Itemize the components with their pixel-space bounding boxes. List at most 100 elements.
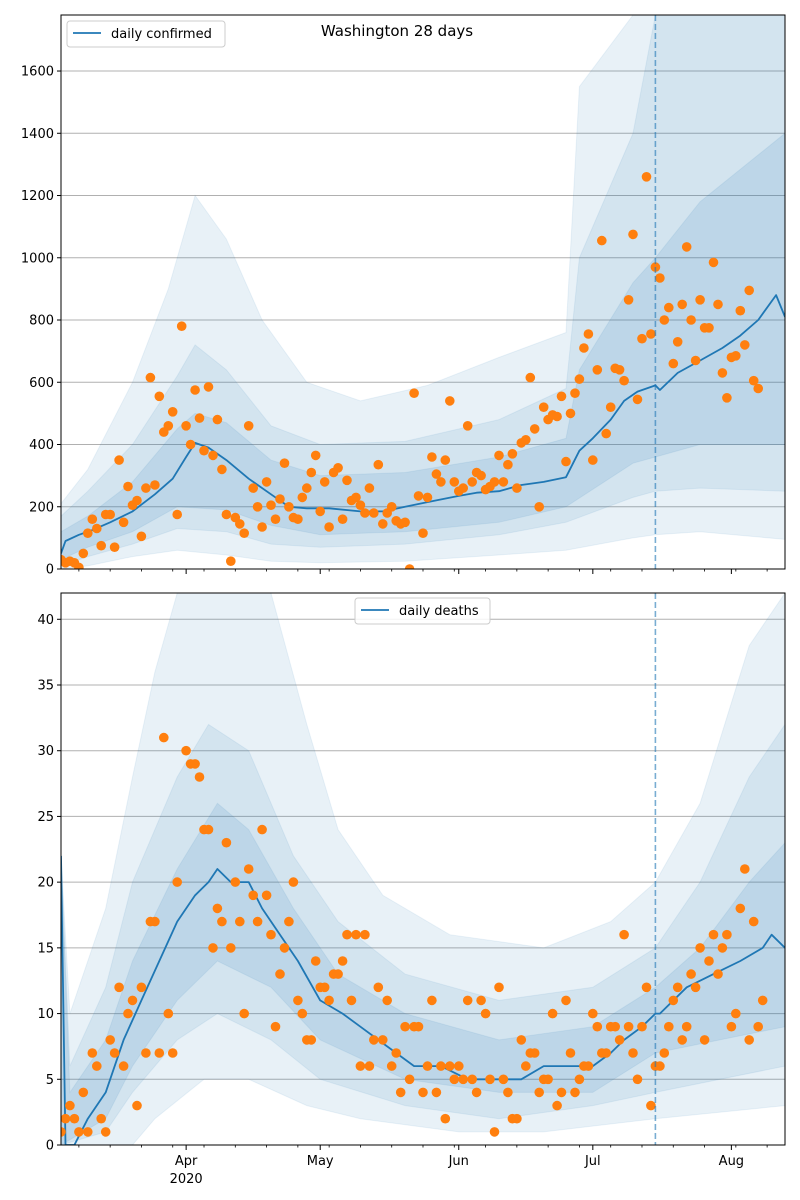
deaths-data-point — [534, 1087, 544, 1098]
deaths-data-point — [74, 1127, 84, 1137]
deaths-data-point — [203, 824, 214, 835]
confirmed-data-point — [319, 477, 330, 487]
confirmed-data-point — [467, 477, 478, 487]
deaths-ytick-label: 30 — [37, 744, 54, 759]
deaths-data-point — [637, 1021, 647, 1032]
confirmed-data-point — [534, 502, 544, 512]
confirmed-data-point — [96, 540, 106, 551]
deaths-data-point — [69, 1113, 80, 1124]
deaths-data-point — [672, 982, 683, 993]
deaths-ytick-label: 15 — [37, 941, 54, 956]
deaths-data-point — [279, 943, 290, 953]
deaths-data-point — [306, 1035, 317, 1045]
confirmed-data-point — [668, 358, 679, 369]
confirmed-chart-title: Washington 28 days — [321, 22, 473, 40]
deaths-data-point — [561, 995, 571, 1006]
confirmed-data-point — [449, 477, 460, 487]
confirmed-data-point — [503, 459, 513, 470]
deaths-data-point — [686, 969, 696, 979]
confirmed-data-point — [360, 508, 370, 518]
deaths-data-point — [427, 995, 437, 1006]
deaths-data-point — [628, 1048, 638, 1058]
deaths-data-point — [740, 864, 750, 874]
deaths-data-point — [431, 1087, 442, 1098]
confirmed-data-point — [704, 323, 714, 333]
deaths-data-point — [717, 943, 728, 953]
confirmed-data-point — [154, 391, 165, 402]
deaths-data-point — [690, 982, 701, 993]
deaths-data-point — [190, 759, 200, 769]
confirmed-data-point — [172, 509, 182, 520]
deaths-data-point — [123, 1008, 133, 1019]
deaths-data-point — [458, 1074, 469, 1085]
confirmed-data-point — [458, 483, 469, 493]
confirmed-data-point — [74, 562, 84, 569]
deaths-ytick-label: 0 — [46, 1139, 54, 1154]
deaths-data-point — [275, 969, 285, 979]
confirmed-data-point — [203, 382, 214, 392]
confirmed-data-point — [181, 421, 191, 431]
confirmed-data-point — [364, 483, 375, 493]
confirmed-data-point — [109, 542, 120, 552]
deaths-data-point — [288, 877, 299, 887]
deaths-data-point — [681, 1021, 692, 1032]
deaths-data-point — [413, 1021, 424, 1032]
deaths-xtick-label: Jun — [448, 1154, 469, 1169]
confirmed-data-point — [476, 470, 486, 481]
confirmed-data-point — [538, 402, 549, 413]
confirmed-data-point — [92, 523, 102, 534]
deaths-data-point — [722, 929, 732, 940]
confirmed-data-point — [297, 492, 308, 503]
confirmed-data-point — [744, 285, 754, 296]
deaths-data-point — [498, 1074, 509, 1085]
confirmed-data-point — [386, 502, 397, 512]
confirmed-ytick-label: 400 — [29, 438, 54, 453]
deaths-data-point — [699, 1035, 710, 1045]
confirmed-legend-label: daily confirmed — [111, 27, 212, 42]
deaths-data-point — [547, 1008, 558, 1019]
confirmed-data-point — [601, 428, 611, 439]
confirmed-data-point — [664, 302, 674, 313]
confirmed-data-point — [150, 480, 160, 490]
confirmed-data-point — [552, 411, 562, 422]
confirmed-ytick-label: 1400 — [21, 127, 54, 142]
deaths-data-point — [378, 1035, 388, 1045]
deaths-data-point — [449, 1074, 460, 1085]
deaths-data-point — [172, 877, 182, 887]
confirmed-data-point — [637, 333, 647, 344]
deaths-data-point — [574, 1074, 585, 1085]
confirmed-data-point — [521, 435, 531, 445]
deaths-data-point — [748, 916, 759, 927]
confirmed-data-point — [123, 481, 133, 492]
confirmed-data-point — [87, 514, 98, 524]
deaths-data-point — [114, 982, 124, 993]
deaths-data-point — [243, 864, 254, 874]
deaths-data-point — [601, 1048, 611, 1058]
deaths-data-point — [297, 1008, 308, 1019]
confirmed-band — [61, 15, 785, 567]
confirmed-data-point — [529, 424, 540, 434]
confirmed-data-point — [337, 514, 348, 524]
deaths-data-point — [109, 1048, 120, 1058]
confirmed-data-point — [436, 477, 446, 487]
deaths-data-point — [556, 1087, 567, 1098]
deaths-data-point — [78, 1087, 89, 1098]
confirmed-data-point — [342, 475, 352, 486]
deaths-ytick-label: 20 — [37, 876, 54, 891]
confirmed-data-point — [185, 439, 196, 450]
confirmed-data-point — [252, 502, 263, 512]
confirmed-data-point — [494, 450, 504, 461]
confirmed-data-point — [235, 519, 245, 529]
deaths-data-point — [257, 824, 267, 835]
confirmed-data-point — [226, 556, 236, 566]
deaths-data-point — [337, 956, 348, 966]
confirmed-data-point — [333, 463, 343, 473]
confirmed-chart: 0 200 400 600 800 1000 1200 1400 1600 Washington… — [21, 14, 786, 578]
deaths-data-point — [583, 1061, 594, 1071]
deaths-data-point — [230, 877, 241, 887]
deaths-data-point — [462, 995, 473, 1006]
confirmed-data-point — [141, 483, 151, 493]
deaths-data-point — [494, 982, 504, 993]
deaths-data-point — [159, 732, 169, 743]
